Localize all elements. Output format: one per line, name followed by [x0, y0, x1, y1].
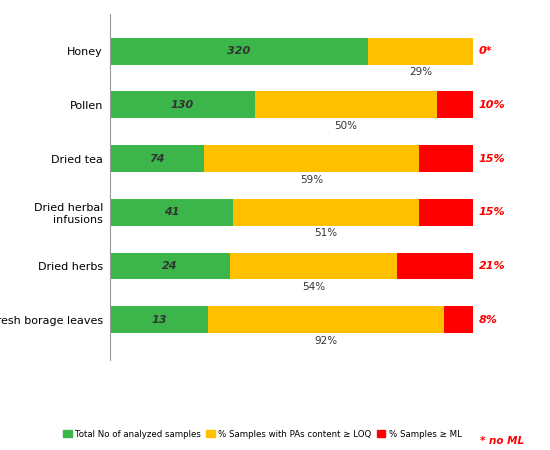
Bar: [419, 199, 473, 226]
Bar: [110, 252, 230, 279]
Bar: [419, 145, 473, 172]
Text: 29%: 29%: [409, 67, 432, 77]
Text: 21%: 21%: [478, 261, 505, 271]
Text: 92%: 92%: [315, 336, 338, 346]
Text: 15%: 15%: [478, 153, 505, 163]
Text: 13: 13: [151, 315, 167, 325]
Text: 41: 41: [164, 207, 179, 217]
Text: 10%: 10%: [478, 100, 505, 110]
Bar: [110, 91, 255, 118]
Text: 51%: 51%: [315, 229, 338, 238]
Bar: [110, 306, 208, 333]
Text: 130: 130: [171, 100, 194, 110]
Text: 24: 24: [162, 261, 178, 271]
Bar: [368, 38, 473, 64]
Text: 59%: 59%: [300, 175, 323, 184]
Text: 8%: 8%: [478, 315, 497, 325]
Bar: [233, 199, 419, 226]
Text: 54%: 54%: [302, 282, 325, 292]
Text: 50%: 50%: [334, 121, 358, 131]
Text: * no ML: * no ML: [480, 436, 524, 446]
Legend: Total No of analyzed samples, % Samples with PAs content ≥ LOQ, % Samples ≥ ML: Total No of analyzed samples, % Samples …: [60, 427, 465, 442]
Bar: [437, 91, 473, 118]
Text: 15%: 15%: [478, 207, 505, 217]
Bar: [230, 252, 397, 279]
Text: 320: 320: [227, 46, 250, 56]
Text: 74: 74: [150, 153, 165, 163]
Bar: [397, 252, 473, 279]
Bar: [110, 38, 368, 64]
Bar: [208, 306, 444, 333]
Bar: [205, 145, 419, 172]
Bar: [110, 145, 205, 172]
Bar: [110, 199, 233, 226]
Text: 0*: 0*: [478, 46, 492, 56]
Bar: [255, 91, 437, 118]
Bar: [444, 306, 473, 333]
